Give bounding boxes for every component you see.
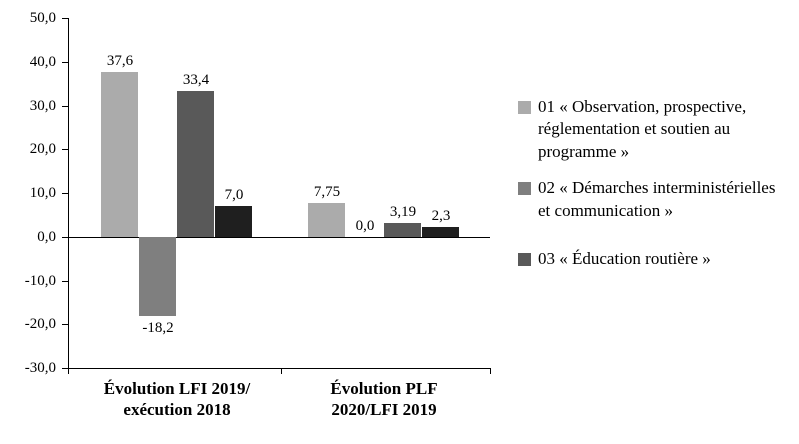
x-axis-tickmark — [68, 368, 69, 374]
legend-item-02: 02 « Démarches interministérielles et co… — [518, 177, 786, 222]
y-axis-tick-label: 0,0 — [37, 228, 56, 245]
bar-value-label: -18,2 — [142, 320, 174, 337]
bar-value-label: 33,4 — [182, 71, 210, 88]
y-axis-tickmark — [62, 105, 68, 107]
bar-value-label: 7,0 — [224, 187, 244, 204]
x-axis-tickmark — [490, 368, 491, 374]
zero-line — [68, 236, 490, 238]
y-axis-tick-label: -30,0 — [24, 360, 56, 376]
y-axis-tickmark — [62, 280, 68, 282]
x-axis-category-line: 2020/LFI 2019 — [331, 400, 437, 420]
bar-series-1-group-1 — [101, 72, 138, 237]
bar-value-label: 2,3 — [431, 207, 451, 224]
bar-series-2-group-1 — [139, 236, 176, 317]
legend-label-03: 03 « Éducation routière » — [538, 249, 711, 269]
x-axis-category-label: Évolution LFI 2019/exécution 2018 — [71, 378, 283, 421]
y-axis-tick-label: 20,0 — [29, 141, 56, 158]
y-axis-tickmark — [62, 368, 68, 369]
y-axis-line — [68, 18, 69, 368]
bar-value-label: 37,6 — [106, 53, 134, 70]
x-axis-category-line: exécution 2018 — [123, 400, 231, 420]
y-axis-tick-label: 10,0 — [29, 185, 56, 201]
y-axis-tick-label: -20,0 — [24, 316, 56, 333]
bar-series-1-group-2 — [308, 202, 345, 237]
legend-swatch-03 — [518, 253, 531, 267]
bar-series-3-group-1 — [177, 90, 214, 237]
y-axis-tickmark — [62, 324, 68, 326]
bar-value-label: 0,0 — [355, 217, 375, 234]
bar-series-3-group-2 — [384, 222, 421, 237]
bar-value-label: 3,19 — [389, 203, 417, 220]
legend-item-03: 03 « Éducation routière » — [518, 248, 786, 270]
x-axis-category-line: Évolution LFI 2019/ — [103, 379, 251, 398]
chart-legend: 01 « Observation, prospective, réglement… — [518, 96, 786, 285]
x-axis-category-label: Évolution PLF 2020/LFI 2019 — [278, 378, 490, 421]
x-axis-category-line: Évolution PLF — [330, 379, 438, 398]
legend-label-01: 01 « Observation, prospective, réglement… — [538, 97, 747, 161]
y-axis-tick-label: 30,0 — [29, 97, 56, 114]
y-axis-tickmark — [62, 193, 68, 194]
y-axis-tick-label: -10,0 — [24, 272, 56, 289]
y-axis-tickmark — [62, 236, 68, 238]
legend-swatch-02 — [518, 182, 531, 196]
x-axis-tickmark — [280, 368, 282, 374]
y-axis-tickmark — [62, 61, 68, 63]
y-axis-tickmark — [62, 149, 68, 151]
bar-series-4-group-1 — [215, 206, 252, 237]
bar-value-label: 7,75 — [313, 183, 341, 200]
legend-item-01: 01 « Observation, prospective, réglement… — [518, 96, 786, 163]
y-axis-tick-label: 50,0 — [29, 10, 56, 26]
bar-series-4-group-2 — [422, 226, 459, 237]
legend-swatch-01 — [518, 101, 531, 114]
x-axis-line — [68, 368, 490, 369]
y-axis-tickmark — [62, 18, 68, 19]
y-axis-tick-label: 40,0 — [29, 53, 56, 70]
legend-label-02: 02 « Démarches interministérielles et co… — [538, 178, 776, 220]
